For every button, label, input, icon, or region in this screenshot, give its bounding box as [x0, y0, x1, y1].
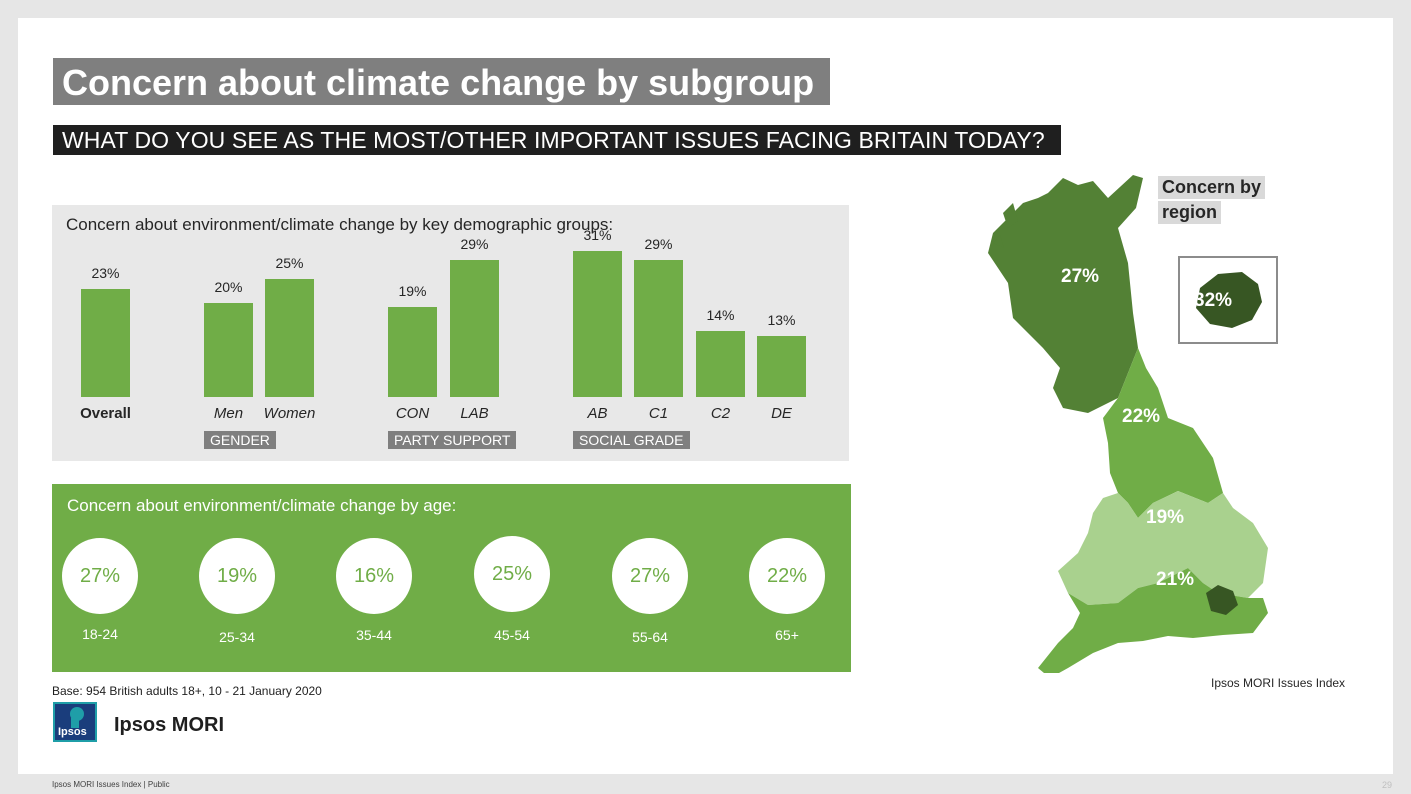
- bar-c2: [696, 331, 745, 397]
- bar-value-lab: 29%: [460, 236, 489, 253]
- bar-category-men: Men: [213, 405, 244, 422]
- bar-lab: [450, 260, 499, 397]
- map-label-south: 21%: [1156, 569, 1195, 590]
- region-title-line1: Concern by: [1158, 176, 1266, 199]
- map-source: Ipsos MORI Issues Index: [1211, 676, 1346, 690]
- demographic-chart-panel: Concern about environment/climate change…: [52, 205, 849, 461]
- base-note: Base: 954 British adults 18+, 10 - 21 Ja…: [52, 684, 322, 698]
- group-label-party-support: PARTY SUPPORT: [388, 431, 517, 449]
- map-label-scotland: 27%: [1061, 266, 1100, 287]
- region-scotland: [988, 175, 1143, 413]
- region-north: [1103, 348, 1223, 518]
- age-label-45-54: 45-54: [494, 627, 530, 643]
- logo-name: Ipsos MORI: [114, 714, 225, 736]
- bar-women: [265, 279, 314, 397]
- region-title-line2: region: [1158, 201, 1222, 224]
- bar-value-ab: 31%: [583, 226, 612, 243]
- group-label-social-grade: SOCIAL GRADE: [573, 431, 690, 449]
- region-midlands-wales: [1058, 491, 1268, 605]
- logo-word: Ipsos: [58, 726, 87, 738]
- slide: Concern about climate change by subgroup…: [18, 18, 1393, 790]
- age-panel-title: Concern about environment/climate change…: [67, 496, 457, 515]
- bar-value-women: 25%: [275, 255, 304, 272]
- bar-value-con: 19%: [398, 283, 427, 300]
- age-label-25-34: 25-34: [219, 629, 255, 645]
- bar-category-ab: AB: [587, 405, 608, 422]
- page-title: Concern about climate change by subgroup: [53, 58, 831, 105]
- age-panel: Concern about environment/climate change…: [52, 484, 851, 672]
- age-circle-55-64: 27%: [612, 538, 688, 614]
- age-label-35-44: 35-44: [356, 627, 392, 643]
- logo-inner: Ipsos: [55, 704, 95, 740]
- age-label-55-64: 55-64: [632, 629, 668, 645]
- bar-category-c2: C2: [710, 405, 731, 422]
- bar-category-c1: C1: [648, 405, 669, 422]
- age-circle-25-34: 19%: [199, 538, 275, 614]
- group-label-gender: GENDER: [204, 431, 276, 449]
- bar-value-de: 13%: [767, 311, 796, 328]
- bar-c1: [634, 260, 683, 397]
- page-number: 29: [1382, 780, 1393, 790]
- bar-value-c1: 29%: [644, 236, 673, 253]
- age-circle-35-44: 16%: [336, 538, 412, 614]
- london-inset: [1178, 256, 1278, 344]
- map-label-london: 32%: [1194, 290, 1233, 311]
- bar-de: [757, 335, 806, 397]
- bar-category-women: Women: [263, 405, 316, 422]
- bar-con: [388, 307, 437, 397]
- logo-figure-icon: [70, 707, 84, 728]
- ipsos-logo: Ipsos: [53, 702, 97, 742]
- bar-category-con: CON: [395, 405, 430, 422]
- bar-value-men: 20%: [214, 278, 243, 295]
- demographic-chart-title: Concern about environment/climate change…: [66, 215, 614, 234]
- footer-text: Ipsos MORI Issues Index | Public: [52, 780, 170, 789]
- bar-men: [204, 302, 253, 397]
- bar-category-lab: LAB: [460, 405, 489, 422]
- map-label-north: 22%: [1122, 406, 1161, 427]
- bar-value-overall: 23%: [91, 264, 120, 281]
- bar-category-de: DE: [771, 405, 792, 422]
- bar-ab: [573, 250, 622, 397]
- age-circle-65+: 22%: [749, 538, 825, 614]
- age-circle-45-54: 25%: [474, 536, 550, 612]
- region-islands: [993, 203, 1018, 248]
- bar-category-overall: Overall: [80, 405, 131, 422]
- age-label-18-24: 18-24: [82, 626, 118, 642]
- age-circle-18-24: 27%: [62, 538, 138, 614]
- map-label-midlands-wales: 19%: [1146, 507, 1185, 528]
- question-subtitle: WHAT DO YOU SEE AS THE MOST/OTHER IMPORT…: [53, 125, 1061, 155]
- uk-region-map: [988, 175, 1268, 673]
- region-london: [1206, 585, 1238, 615]
- bar-value-c2: 14%: [706, 307, 735, 323]
- bar-overall: [81, 288, 130, 397]
- age-label-65+: 65+: [775, 627, 799, 643]
- london-inset-shape: [1196, 272, 1262, 328]
